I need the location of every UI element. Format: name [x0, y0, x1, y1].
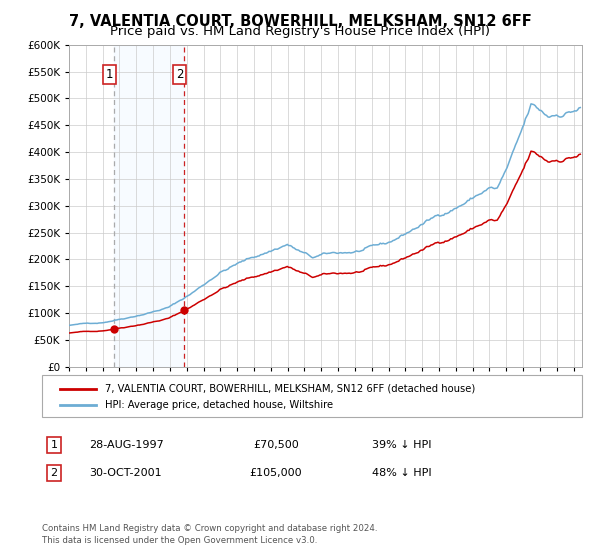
Text: £105,000: £105,000: [250, 468, 302, 478]
Text: 2: 2: [50, 468, 58, 478]
Bar: [113, 45, 184, 367]
Text: HPI: Average price, detached house, Wiltshire: HPI: Average price, detached house, Wilt…: [105, 400, 333, 410]
Text: 28-AUG-1997: 28-AUG-1997: [89, 440, 163, 450]
Text: 1: 1: [106, 68, 113, 81]
Text: 39% ↓ HPI: 39% ↓ HPI: [372, 440, 432, 450]
Text: 48% ↓ HPI: 48% ↓ HPI: [372, 468, 432, 478]
Text: 30-OCT-2001: 30-OCT-2001: [89, 468, 163, 478]
Text: £70,500: £70,500: [253, 440, 299, 450]
Text: 7, VALENTIA COURT, BOWERHILL, MELKSHAM, SN12 6FF (detached house): 7, VALENTIA COURT, BOWERHILL, MELKSHAM, …: [105, 384, 475, 394]
Text: Contains HM Land Registry data © Crown copyright and database right 2024.: Contains HM Land Registry data © Crown c…: [42, 524, 377, 533]
Text: This data is licensed under the Open Government Licence v3.0.: This data is licensed under the Open Gov…: [42, 536, 317, 545]
Text: 7, VALENTIA COURT, BOWERHILL, MELKSHAM, SN12 6FF: 7, VALENTIA COURT, BOWERHILL, MELKSHAM, …: [68, 14, 532, 29]
Text: 1: 1: [50, 440, 58, 450]
Text: Price paid vs. HM Land Registry's House Price Index (HPI): Price paid vs. HM Land Registry's House …: [110, 25, 490, 38]
Text: 2: 2: [176, 68, 184, 81]
